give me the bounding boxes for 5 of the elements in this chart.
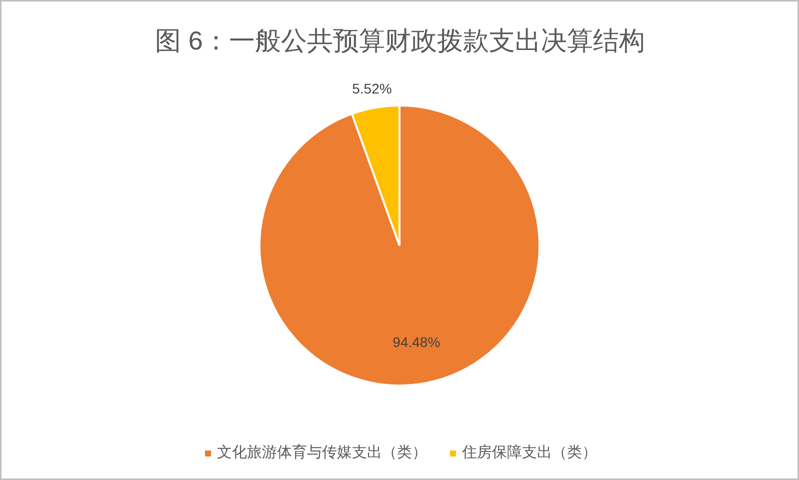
legend-label: 文化旅游体育与传媒支出（类） (217, 443, 427, 462)
data-label: 5.52% (352, 80, 392, 96)
data-label: 94.48% (392, 334, 440, 350)
legend-label: 住房保障支出（类） (462, 443, 597, 462)
chart-title: 图 6：一般公共预算财政拨款支出决算结构 (155, 26, 645, 56)
